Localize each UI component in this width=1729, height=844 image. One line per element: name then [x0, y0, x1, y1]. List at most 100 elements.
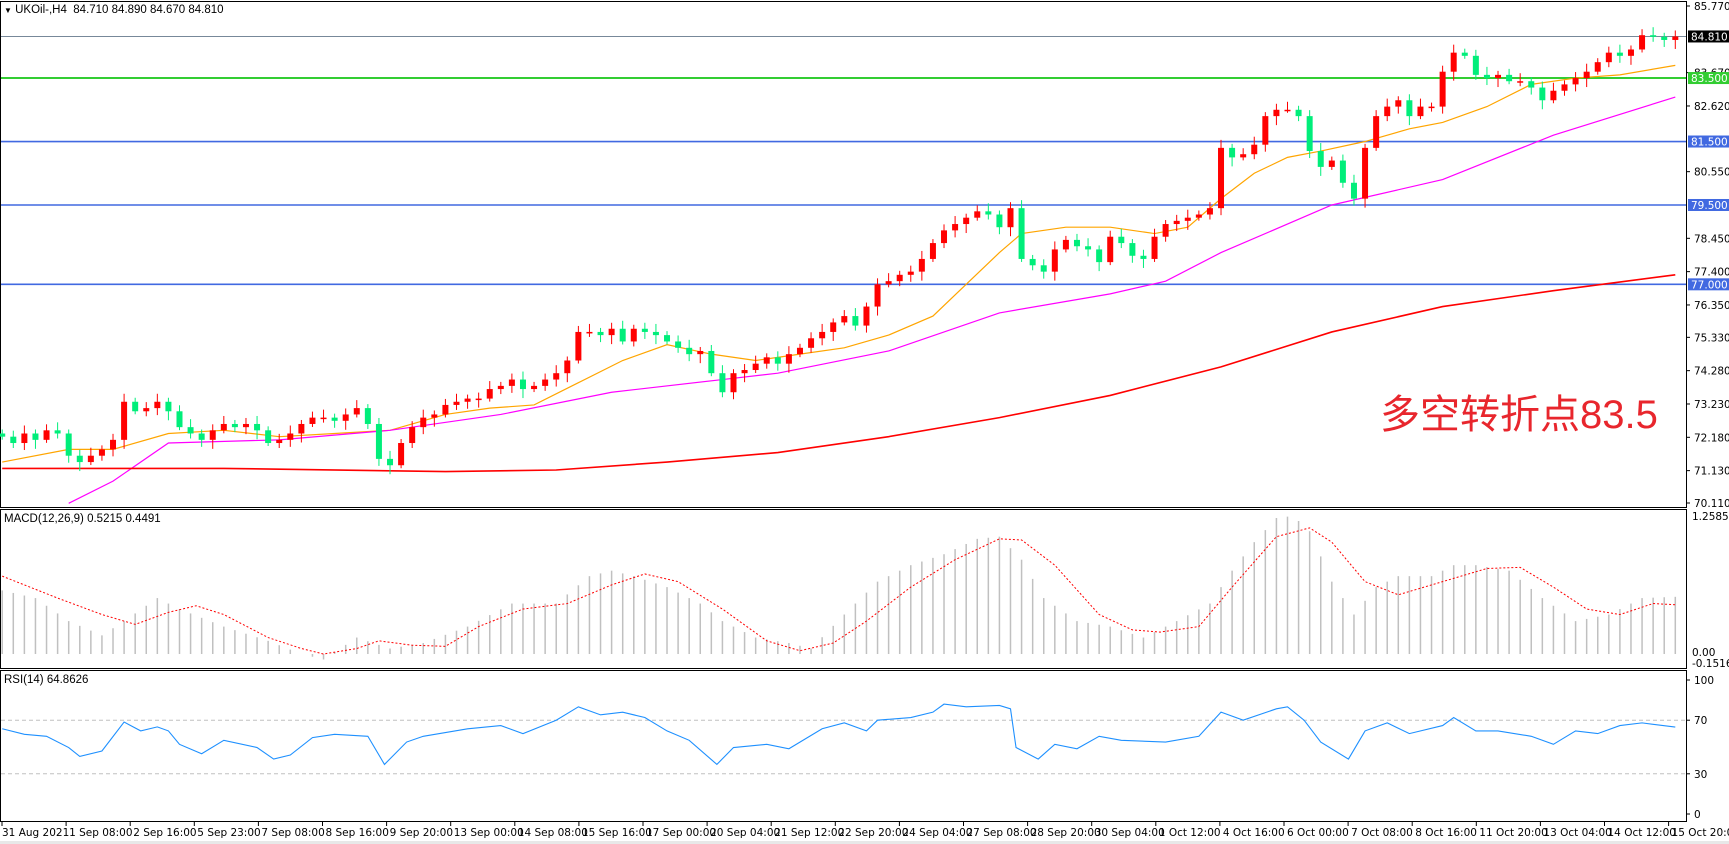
candle [586, 323, 593, 337]
candle-body [630, 328, 637, 342]
chart-tabs-strip[interactable] [0, 841, 1729, 844]
candle [652, 323, 659, 345]
candle [575, 325, 582, 364]
candle [254, 415, 261, 440]
candle [453, 393, 460, 410]
macd-panel-border [0, 509, 1687, 669]
candle [841, 310, 848, 326]
time-tick-label: 30 Sep 04:00 [1095, 827, 1165, 839]
time-tick-label: 21 Sep 12:00 [774, 827, 844, 839]
candle-body [1162, 224, 1169, 237]
candle [708, 344, 715, 377]
candle [1395, 96, 1402, 114]
candle-body [1417, 106, 1424, 117]
candle [974, 205, 981, 221]
triangle-down-icon[interactable]: ▼ [4, 6, 12, 15]
candle-body [686, 347, 693, 355]
candle [874, 278, 881, 316]
candle-body [398, 443, 405, 466]
candle-body [918, 258, 925, 272]
candle [863, 302, 870, 333]
moving-average-orange [2, 64, 1676, 463]
candle-body [1627, 49, 1634, 56]
time-tick-label: 24 Sep 04:00 [902, 827, 972, 839]
rsi-tick-label: 70 [1694, 715, 1707, 727]
time-tick-label: 17 Sep 00:00 [646, 827, 716, 839]
main-panel-border [0, 1, 1687, 508]
candle-body [98, 449, 105, 456]
candle-body [198, 433, 205, 440]
candle [331, 413, 338, 428]
annotation-text: 多空转折点83.5 [1380, 393, 1658, 437]
candle [1062, 235, 1069, 253]
candle-body [1251, 144, 1258, 155]
candle [1206, 202, 1213, 220]
time-tick-label: 5 Sep 23:00 [197, 827, 260, 839]
candle-body [497, 385, 504, 390]
candle-body [121, 401, 128, 440]
candle-body [1206, 208, 1213, 215]
price-tick-label: 76.350 [1694, 300, 1729, 312]
candle-body [841, 316, 848, 323]
candle-body [819, 331, 826, 339]
time-tick-label: 13 Oct 04:00 [1543, 827, 1611, 839]
candle-body [1672, 36, 1679, 40]
macd-tick-label: 0.00 [1692, 647, 1715, 659]
line-price-badge-bg [1688, 72, 1729, 85]
candle-body [1195, 214, 1202, 218]
candle [1539, 81, 1546, 110]
candle [176, 405, 183, 431]
candle [531, 381, 538, 393]
time-tick-label: 2 Sep 16:00 [133, 827, 196, 839]
candle [730, 369, 737, 400]
candle [1550, 82, 1557, 104]
candle [785, 346, 792, 373]
candle [1328, 156, 1335, 170]
ohlc-readout: 84.710 84.890 84.670 84.810 [73, 4, 224, 16]
candle [796, 343, 803, 358]
candle [1506, 68, 1513, 85]
candle-body [242, 423, 249, 428]
candle [1384, 98, 1391, 122]
candle [342, 408, 349, 430]
candle [43, 424, 50, 443]
candle-body [1018, 208, 1025, 259]
candle-body [1040, 265, 1047, 272]
candle-body [475, 398, 482, 401]
candle-body [1295, 109, 1302, 117]
candle [420, 409, 427, 435]
candle [110, 433, 117, 457]
candle [996, 210, 1003, 235]
candle-body [486, 389, 493, 399]
candle-body [110, 439, 117, 450]
candle-body [254, 423, 261, 431]
candle-body [1129, 243, 1136, 256]
price-tick-label: 74.280 [1694, 366, 1729, 378]
macd-tick-label: 1.2585 [1692, 511, 1729, 523]
candle-body [1395, 100, 1402, 107]
candle [1417, 98, 1424, 120]
candle [320, 409, 327, 423]
candle [963, 213, 970, 234]
candle [231, 419, 238, 433]
candle-body [1073, 239, 1080, 247]
candle [508, 373, 515, 393]
candle-body [21, 433, 28, 444]
candle [1461, 48, 1468, 59]
candle-body [1085, 246, 1092, 250]
candle-body [1406, 100, 1413, 117]
time-tick-label: 1 Oct 12:00 [1159, 827, 1221, 839]
candle-body [808, 338, 815, 348]
candle-body [1107, 236, 1114, 263]
candle [21, 425, 28, 451]
candle-body [1317, 151, 1324, 167]
candle [1096, 245, 1103, 272]
time-tick-label: 31 Aug 2021 [2, 827, 69, 839]
candle [819, 323, 826, 346]
candle-body [1062, 239, 1069, 250]
candle-body [697, 350, 704, 355]
candle-body [1616, 52, 1623, 56]
rsi-line [2, 703, 1676, 766]
candle [132, 397, 139, 415]
